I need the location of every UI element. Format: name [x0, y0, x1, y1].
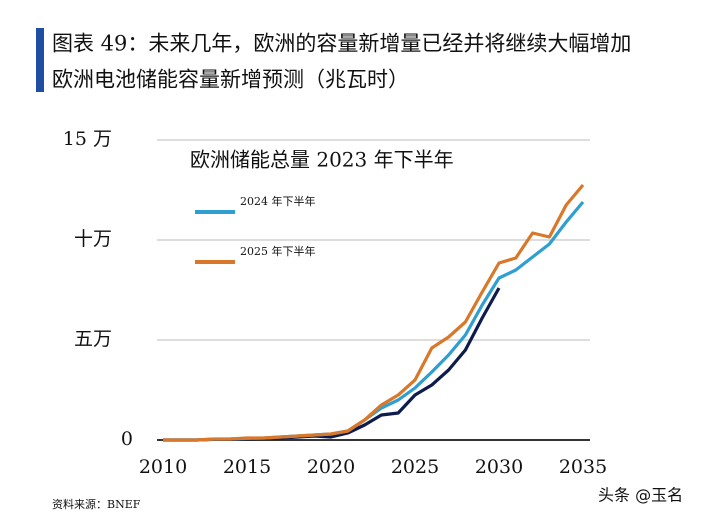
- series-line: [163, 183, 585, 442]
- x-tick-label: 2015: [223, 456, 271, 478]
- y-tick-label: 0: [121, 428, 133, 450]
- chart-title: 图表 49：未来几年，欧洲的容量新增量已经并将继续大幅增加: [52, 32, 631, 56]
- x-tick-label: 2010: [139, 456, 187, 478]
- y-tick-label: 五万: [74, 328, 112, 350]
- source: 资料来源：BNEF: [52, 497, 141, 511]
- x-tick-label: 2025: [391, 456, 439, 478]
- series-line: [163, 287, 501, 442]
- x-tick-label: 2030: [475, 456, 523, 478]
- legend-label: 2025 年下半年: [240, 244, 316, 258]
- title-bar: [36, 28, 44, 92]
- x-tick-label: 2020: [307, 456, 355, 478]
- y-tick-label: 十万: [74, 228, 112, 250]
- watermark: 头条 @玉名: [598, 486, 683, 505]
- chart-subtitle: 欧洲电池储能容量新增预测（兆瓦时）: [52, 68, 409, 92]
- series-line: [163, 200, 585, 442]
- x-tick-label: 2035: [559, 456, 607, 478]
- y-tick-label: 15 万: [63, 128, 112, 150]
- legend-label: 欧洲储能总量 2023 年下半年: [190, 148, 454, 172]
- legend-label: 2024 年下半年: [240, 194, 316, 208]
